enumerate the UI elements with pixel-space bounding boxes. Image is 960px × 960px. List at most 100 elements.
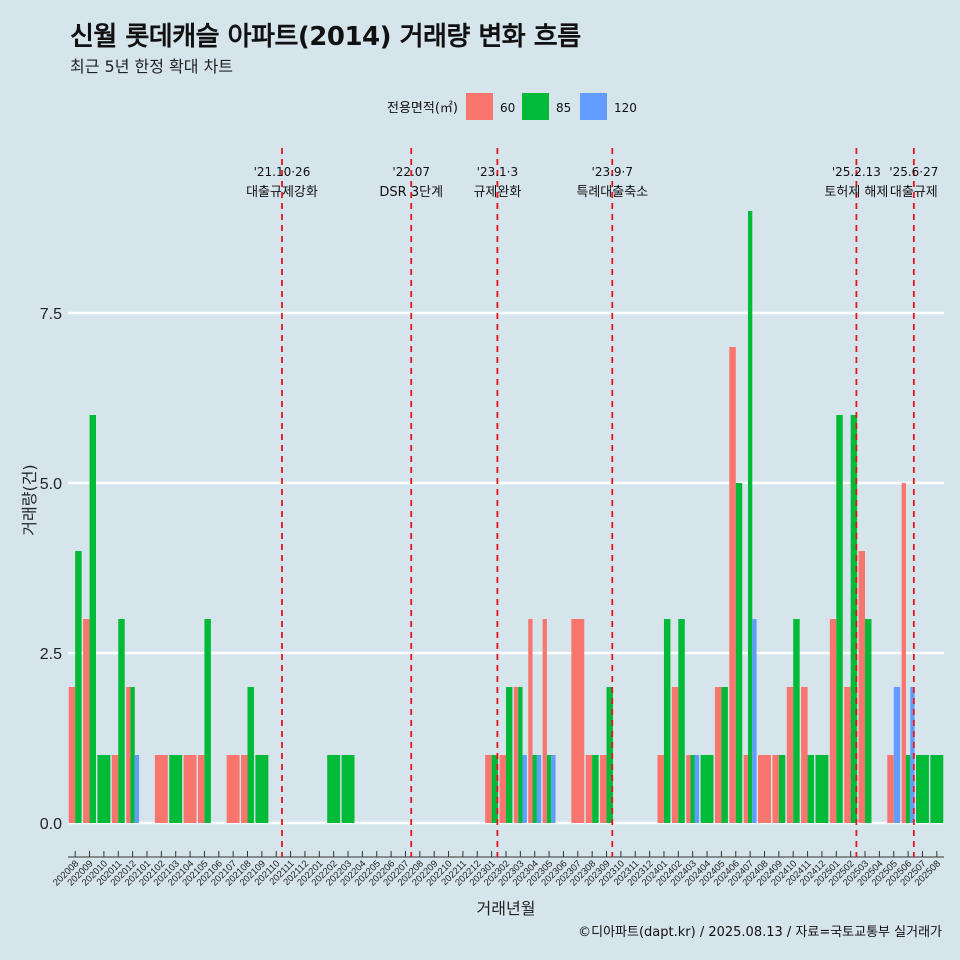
bar-85-202402 <box>678 619 685 823</box>
legend-label-120: 120 <box>614 101 637 115</box>
bar-85-202202 <box>327 755 341 823</box>
bar-60-202408 <box>758 755 771 823</box>
bar-85-202304 <box>532 755 537 823</box>
bar-60-202502 <box>844 687 851 823</box>
event-label: 토허제 해제 <box>824 185 888 200</box>
y-tick-label: 0.0 <box>40 816 62 833</box>
legend-title: 전용면적(㎡) <box>387 101 458 116</box>
bar-60-202011 <box>111 755 119 823</box>
bar-120-202304 <box>536 755 542 823</box>
bar-85-202009 <box>89 415 97 823</box>
bar-60-202305 <box>542 619 547 823</box>
bar-60-202403 <box>686 755 691 823</box>
bar-85-202302 <box>506 687 513 823</box>
bar-85-202301 <box>491 755 499 823</box>
event-label: 특례대출축소 <box>576 185 648 200</box>
bar-85-202410 <box>793 619 800 823</box>
bar-85-202404 <box>700 755 714 823</box>
bar-85-202501 <box>836 415 843 823</box>
bar-60-202506 <box>901 483 906 823</box>
bar-60-202407 <box>743 755 748 823</box>
legend-label-60: 60 <box>500 101 515 115</box>
chart-subtitle: 최근 5년 한정 확대 차트 <box>70 57 234 76</box>
bar-85-202105 <box>204 619 211 823</box>
bar-85-202503 <box>865 619 872 823</box>
event-date: '25.6·27 <box>889 165 938 179</box>
event-date: '23.9·7 <box>592 165 633 179</box>
bar-60-202308 <box>585 755 593 823</box>
bar-60-202105 <box>197 755 205 823</box>
bar-60-202307 <box>571 619 585 823</box>
bar-120-202506 <box>910 687 915 823</box>
bar-85-202411 <box>807 755 815 823</box>
bar-60-202102 <box>154 755 168 823</box>
bar-60-202309 <box>600 755 607 823</box>
bar-85-202010 <box>97 755 111 823</box>
bar-60-202406 <box>729 347 736 823</box>
bar-85-202103 <box>169 755 183 823</box>
bar-85-202412 <box>815 755 829 823</box>
chart-title: 신월 롯데캐슬 아파트(2014) 거래량 변화 흐름 <box>70 22 581 52</box>
bar-85-202203 <box>341 755 355 823</box>
bar-85-202508 <box>930 755 944 823</box>
bar-85-202407 <box>747 211 753 823</box>
bar-60-202302 <box>499 755 506 823</box>
x-axis-title: 거래년월 <box>477 899 536 918</box>
bar-60-202401 <box>657 755 664 823</box>
event-label: 대출규제강화 <box>246 185 318 200</box>
bar-85-202405 <box>721 687 728 823</box>
bar-60-202505 <box>887 755 894 823</box>
y-axis-title: 거래량(건) <box>20 464 39 535</box>
event-date: '21.10·26 <box>254 165 311 179</box>
bar-120-202403 <box>694 755 700 823</box>
bar-60-202503 <box>858 551 866 823</box>
event-label: 규제완화 <box>473 185 521 200</box>
bar-60-202008 <box>68 687 76 823</box>
event-label: 대출규제 <box>890 185 938 200</box>
bar-85-202309 <box>606 687 613 823</box>
bar-120-202305 <box>551 755 556 823</box>
bar-60-202501 <box>829 619 837 823</box>
bar-60-202405 <box>714 687 722 823</box>
bar-60-202410 <box>786 687 794 823</box>
legend-swatch-60 <box>466 93 493 120</box>
bar-60-202402 <box>671 687 679 823</box>
event-date: '23.1·3 <box>477 165 518 179</box>
bar-85-202303 <box>518 687 523 823</box>
legend-swatch-120 <box>580 93 607 120</box>
bar-85-202308 <box>592 755 599 823</box>
source-caption: ©디아파트(dapt.kr) / 2025.08.13 / 자료=국토교통부 실… <box>578 925 942 940</box>
bar-120-202407 <box>752 619 757 823</box>
bar-120-202303 <box>522 755 527 823</box>
bar-60-202009 <box>83 619 90 823</box>
bar-120-202505 <box>893 687 901 823</box>
event-label: DSR 3단계 <box>379 185 443 200</box>
bar-85-202108 <box>247 687 254 823</box>
bar-85-202305 <box>546 755 552 823</box>
event-date: '25.2.13 <box>832 165 881 179</box>
y-tick-label: 2.5 <box>40 646 62 663</box>
bar-85-202012 <box>130 687 135 823</box>
bar-85-202109 <box>255 755 269 823</box>
bar-85-202401 <box>663 619 671 823</box>
bar-85-202011 <box>118 619 125 823</box>
bar-60-202301 <box>485 755 492 823</box>
bar-120-202012 <box>134 755 140 823</box>
bar-85-202507 <box>915 755 929 823</box>
bar-60-202012 <box>126 687 131 823</box>
bar-85-202409 <box>778 755 786 823</box>
legend-swatch-85 <box>522 93 549 120</box>
bar-60-202108 <box>241 755 248 823</box>
bar-85-202506 <box>905 755 911 823</box>
y-tick-label: 7.5 <box>40 306 62 323</box>
event-date: '22.07 <box>392 165 430 179</box>
bar-85-202502 <box>850 415 858 823</box>
bar-60-202303 <box>513 687 519 823</box>
legend-label-85: 85 <box>556 101 571 115</box>
bar-85-202008 <box>75 551 82 823</box>
bar-60-202304 <box>528 619 533 823</box>
bar-60-202411 <box>801 687 808 823</box>
bar-60-202104 <box>183 755 197 823</box>
bar-60-202409 <box>772 755 779 823</box>
